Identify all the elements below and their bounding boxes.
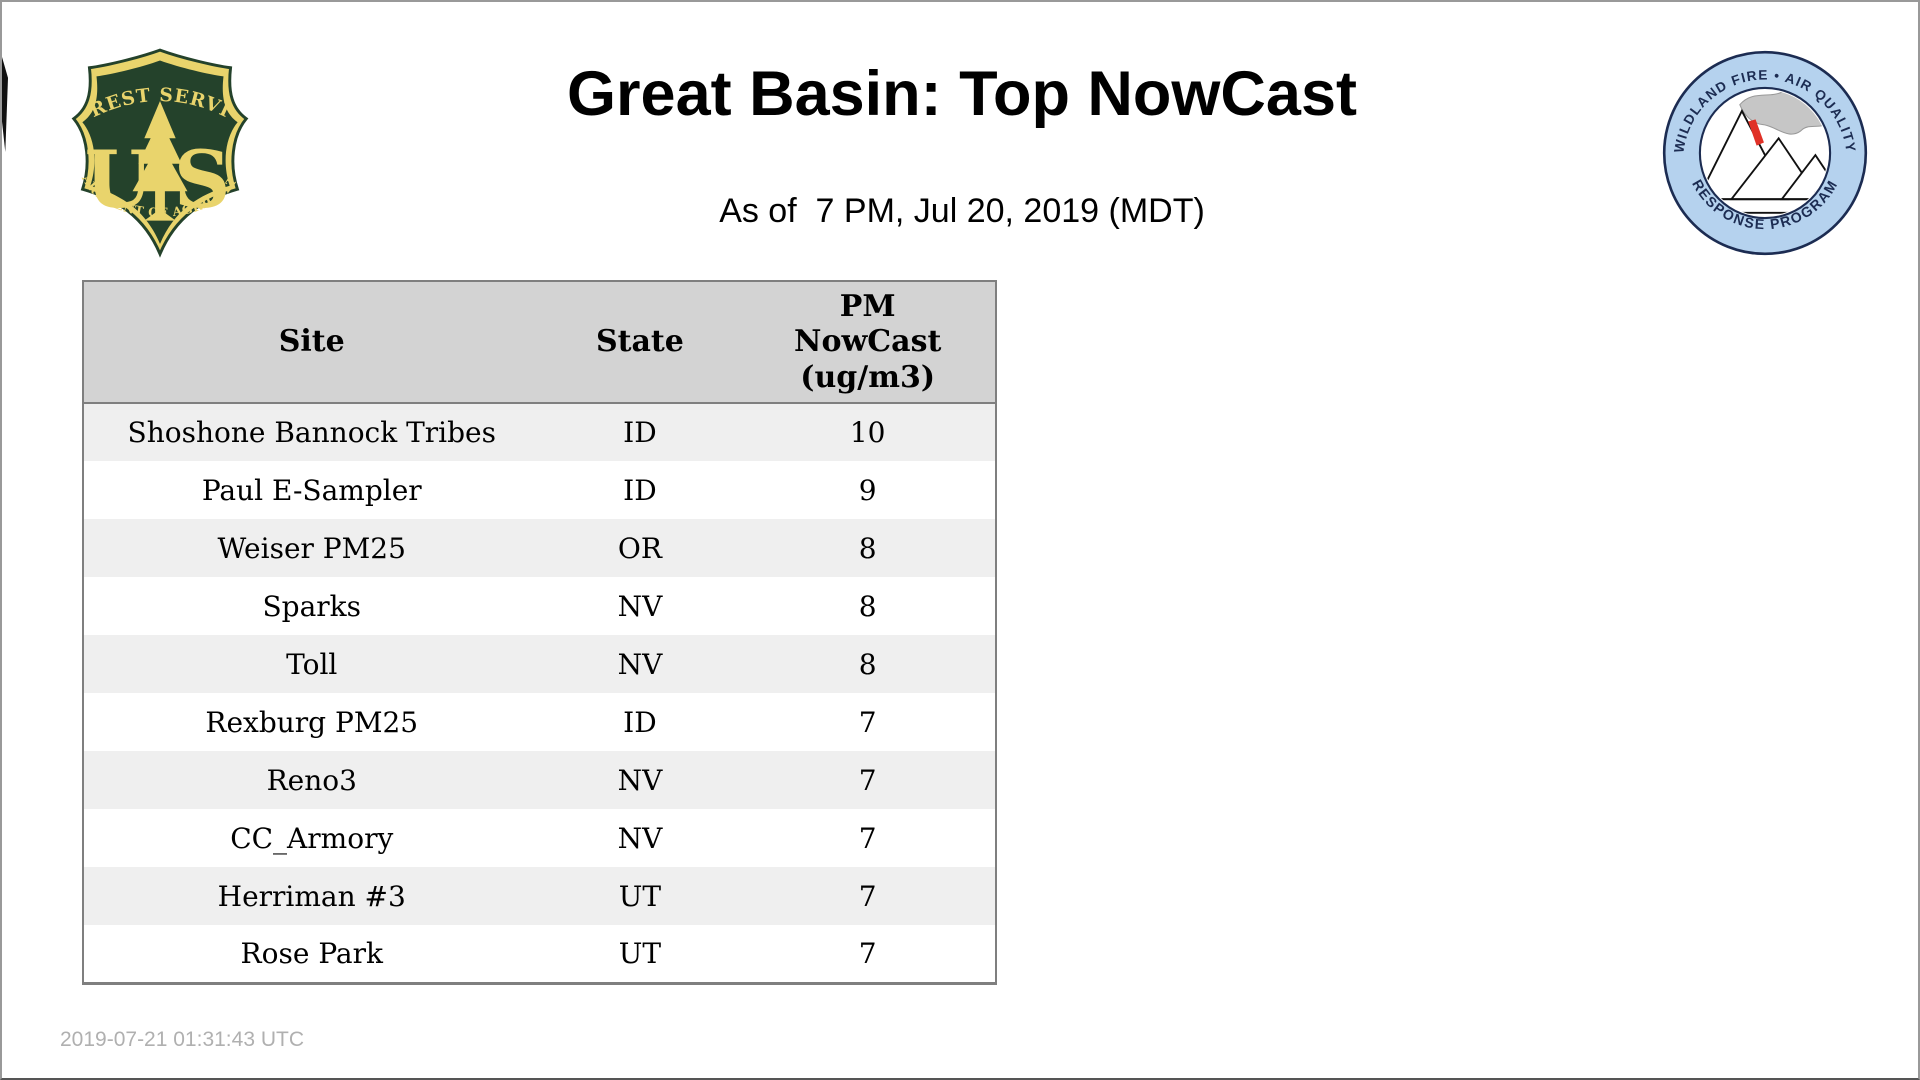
table-row: Rexburg PM25 ID 7 (83, 693, 996, 751)
table-row: Paul E-Sampler ID 9 (83, 461, 996, 519)
cell-site: Paul E-Sampler (201, 473, 422, 507)
cell-value: 7 (858, 705, 877, 739)
cell-site: Rexburg PM25 (205, 705, 419, 739)
cell-value: 8 (858, 531, 877, 565)
table-row: Rose Park UT 7 (83, 925, 996, 983)
cell-site: Rose Park (240, 936, 383, 970)
cell-site: Weiser PM25 (217, 531, 406, 565)
cell-state: NV (617, 821, 663, 855)
cell-state: NV (617, 589, 663, 623)
cell-site: Shoshone Bannock Tribes (127, 416, 496, 449)
cell-value: 9 (858, 473, 877, 507)
footer-timestamp: 2019-07-21 01:31:43 UTC (60, 1028, 304, 1051)
cell-state: ID (623, 705, 657, 739)
table-row: Reno3 NV 7 (83, 751, 996, 809)
cell-value: 8 (858, 589, 877, 623)
cell-state: UT (618, 879, 662, 913)
table-body: Shoshone Bannock Tribes ID 10 Paul E-Sample… (83, 403, 996, 983)
page-title: Great Basin: Top NowCast (567, 59, 1357, 129)
cell-site: Reno3 (266, 763, 357, 797)
table-row: CC_Armory NV 7 (83, 809, 996, 867)
fire-mark-icon (1748, 119, 1764, 146)
cell-state: ID (623, 416, 657, 449)
screenshot-edge-artifact (2, 57, 8, 152)
table-row: Weiser PM25 OR 8 (83, 519, 996, 577)
wfaqrp-logo: WILDLAND FIRE • AIR QUALITY RESPONSE PRO… (1662, 50, 1868, 256)
table-row: Shoshone Bannock Tribes ID 10 (83, 403, 996, 461)
cell-site: Herriman #3 (217, 879, 406, 913)
header-site: Site (83, 281, 540, 404)
cell-state: NV (617, 647, 663, 681)
cell-value: 8 (858, 647, 877, 681)
cell-state: ID (623, 473, 657, 507)
header-pm-nowcast: PM NowCast (ug/m3) (740, 281, 996, 404)
cell-value: 7 (858, 821, 877, 855)
nowcast-table: Site State PM NowCast (ug/m3) Shoshone B… (82, 280, 997, 985)
table-row: Herriman #3 UT 7 (83, 867, 996, 925)
cell-state: UT (618, 936, 662, 970)
forest-service-logo: FOREST SERVICE U S DEPARTMENT OF AGRICUL… (62, 44, 249, 258)
cell-state: OR (617, 531, 662, 565)
table-row: Toll NV 8 (83, 635, 996, 693)
cell-site: Toll (286, 647, 338, 681)
table-header-row: Site State PM NowCast (ug/m3) (83, 281, 996, 404)
table-row: Sparks NV 8 (83, 577, 996, 635)
cell-value: 10 (849, 416, 886, 449)
header-state: State (539, 281, 741, 404)
page-subtitle: As of 7 PM, Jul 20, 2019 (MDT) (719, 192, 1205, 230)
cell-value: 7 (858, 936, 877, 970)
cell-state: NV (617, 763, 663, 797)
cell-value: 7 (858, 879, 877, 913)
cell-site: CC_Armory (230, 821, 394, 855)
cell-site: Sparks (262, 589, 362, 623)
pine-tree-icon (132, 101, 188, 221)
shield-letter-s: S (174, 134, 231, 226)
cell-value: 7 (858, 763, 877, 797)
